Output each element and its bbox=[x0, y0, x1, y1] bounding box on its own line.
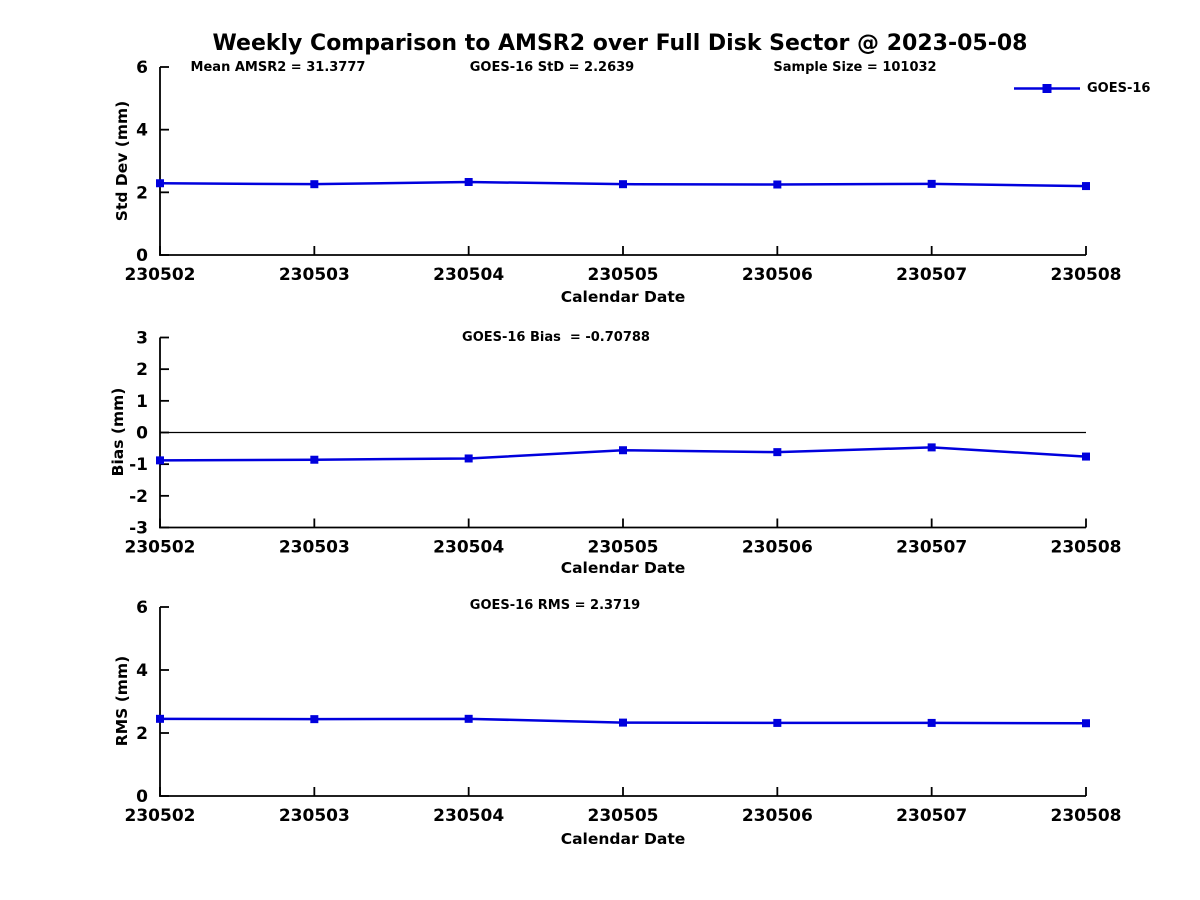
legend: GOES-16 bbox=[1014, 81, 1150, 96]
x-tick-label: 230503 bbox=[279, 538, 350, 558]
y-tick-label: 0 bbox=[136, 246, 148, 266]
x-tick-label: 230502 bbox=[125, 538, 196, 558]
annotation-mean-amsr2: Mean AMSR2 = 31.3777 bbox=[190, 60, 366, 75]
y-tick-label: 0 bbox=[136, 787, 148, 807]
x-tick-label: 230502 bbox=[125, 265, 196, 285]
data-point-marker bbox=[1082, 719, 1090, 728]
y-tick-label: 2 bbox=[136, 360, 148, 380]
x-tick-label: 230503 bbox=[279, 806, 350, 826]
data-point-marker bbox=[464, 714, 473, 723]
y-tick-label: 4 bbox=[136, 661, 148, 681]
data-point-marker bbox=[464, 177, 473, 186]
y-tick-label: 4 bbox=[136, 121, 148, 141]
data-point-marker bbox=[1082, 452, 1090, 461]
xlabel-calendar-date-1: Calendar Date bbox=[560, 288, 686, 306]
x-tick-label: 230506 bbox=[742, 806, 813, 826]
data-point-marker bbox=[310, 715, 319, 724]
legend-marker-icon bbox=[1014, 84, 1080, 93]
chart-title: Weekly Comparison to AMSR2 over Full Dis… bbox=[212, 31, 1028, 56]
y-tick-label: 6 bbox=[136, 598, 148, 618]
y-tick-label: -1 bbox=[129, 455, 148, 475]
x-tick-label: 230506 bbox=[742, 265, 813, 285]
x-tick-label: 230505 bbox=[588, 265, 659, 285]
y-tick-label: 2 bbox=[136, 183, 148, 203]
y-tick-label: 1 bbox=[136, 392, 148, 412]
x-tick-label: 230503 bbox=[279, 265, 350, 285]
x-tick-label: 230504 bbox=[433, 538, 504, 558]
data-point-marker bbox=[927, 718, 936, 727]
x-tick-label: 230505 bbox=[588, 538, 659, 558]
data-point-marker bbox=[927, 179, 936, 188]
annotation-sample-size: Sample Size = 101032 bbox=[773, 60, 937, 75]
x-tick-label: 230508 bbox=[1051, 265, 1122, 285]
x-tick-label: 230504 bbox=[433, 806, 504, 826]
data-point-marker bbox=[619, 446, 627, 455]
data-point-marker bbox=[464, 454, 473, 463]
data-point-marker bbox=[156, 714, 164, 723]
data-point-marker bbox=[1082, 182, 1090, 191]
x-tick-label: 230507 bbox=[896, 538, 967, 558]
annotation-goes16-rms: GOES-16 RMS = 2.3719 bbox=[469, 598, 641, 613]
data-point-marker bbox=[773, 180, 782, 189]
subplot-std-dev: 0 2 4 6 230502 230503 230504 230505 230506 230507… bbox=[125, 58, 1122, 285]
data-point-marker bbox=[773, 448, 782, 457]
x-tick-label: 230505 bbox=[588, 806, 659, 826]
y-tick-label: 6 bbox=[136, 58, 148, 78]
data-point-marker bbox=[619, 180, 627, 189]
y-tick-label: 0 bbox=[136, 424, 148, 444]
x-tick-label: 230504 bbox=[433, 265, 504, 285]
annotation-goes16-std: GOES-16 StD = 2.2639 bbox=[469, 60, 635, 75]
y-tick-label: -3 bbox=[129, 519, 148, 539]
y-tick-label: -2 bbox=[129, 487, 148, 507]
xlabel-calendar-date-2: Calendar Date bbox=[560, 559, 686, 577]
subplot-rms: 0 2 4 6 230502 230503 230504 230505 230506 230507… bbox=[125, 598, 1122, 826]
y-tick-label: 3 bbox=[136, 329, 148, 349]
x-tick-label: 230508 bbox=[1051, 806, 1122, 826]
x-tick-label: 230508 bbox=[1051, 538, 1122, 558]
data-point-marker bbox=[619, 718, 627, 727]
data-point-marker bbox=[310, 455, 319, 464]
x-tick-label: 230507 bbox=[896, 265, 967, 285]
data-point-marker bbox=[156, 179, 164, 188]
subplot-bias: -3 -2 -1 0 1 2 3 230502 230503 230504 230505 230506… bbox=[125, 329, 1122, 558]
data-point-marker bbox=[310, 180, 319, 189]
xlabel-calendar-date-3: Calendar Date bbox=[560, 830, 686, 848]
data-point-marker bbox=[927, 443, 936, 452]
data-point-marker bbox=[156, 456, 164, 465]
data-point-marker bbox=[773, 718, 782, 727]
legend-label: GOES-16 bbox=[1087, 81, 1151, 96]
x-tick-label: 230506 bbox=[742, 538, 813, 558]
y-tick-label: 2 bbox=[136, 724, 148, 744]
x-tick-label: 230507 bbox=[896, 806, 967, 826]
annotation-goes16-bias: GOES-16 Bias = -0.70788 bbox=[462, 330, 650, 345]
x-tick-label: 230502 bbox=[125, 806, 196, 826]
